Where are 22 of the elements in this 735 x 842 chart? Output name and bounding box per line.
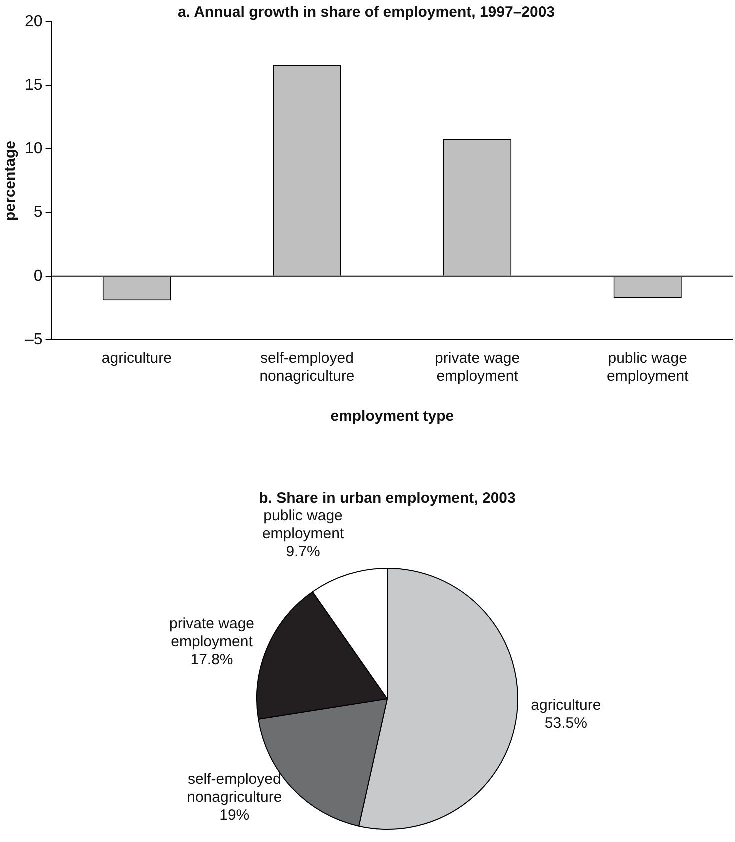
chart-title: b. Share in urban employment, 2003	[259, 490, 516, 508]
y-tick-label: 5	[34, 204, 43, 222]
slice-label: agriculture	[531, 696, 602, 714]
y-tick-label: 20	[25, 13, 43, 30]
slice-label: public wage employment	[262, 507, 345, 542]
y-tick-label: –5	[25, 331, 43, 348]
data-label: 19%	[220, 807, 250, 824]
x-tick-label: public wage employment	[607, 350, 690, 386]
data-label: 9.7%	[286, 543, 320, 560]
data-label: 17.8%	[190, 652, 234, 669]
y-tick-label: 10	[25, 140, 43, 158]
slice-label: self-employed nonagriculture	[187, 771, 282, 806]
y-tick-label: 0	[34, 268, 43, 285]
data-label: 53.5%	[544, 714, 588, 732]
x-axis-title: employment type	[330, 408, 454, 426]
slice-label: private wage employment	[169, 616, 255, 651]
y-tick-label: 15	[25, 77, 43, 94]
y-axis-title: percentage	[2, 140, 20, 222]
x-tick-label: private wage employment	[435, 350, 520, 386]
x-tick-label: self-employed nonagriculture	[260, 350, 355, 386]
x-tick-label: agriculture	[102, 350, 172, 368]
chart-title: a. Annual growth in share of employment, 1997–2003	[178, 4, 556, 22]
